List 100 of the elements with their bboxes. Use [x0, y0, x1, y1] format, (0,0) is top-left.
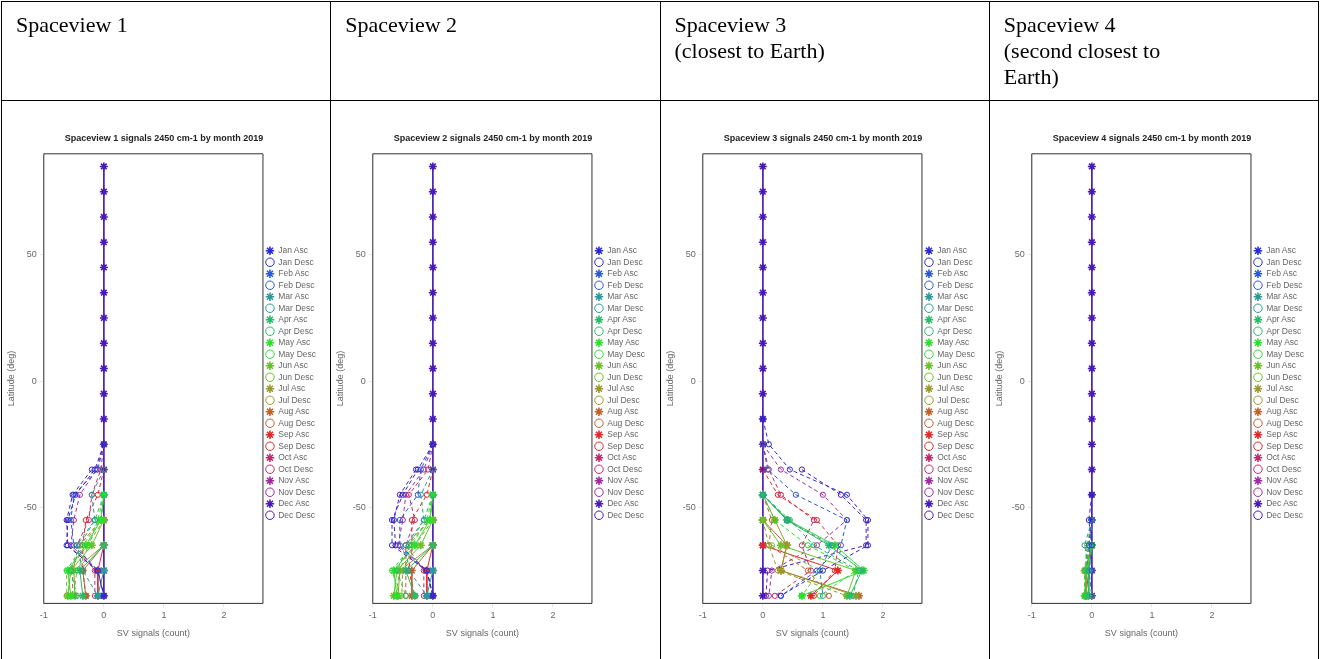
x-tick-label: 0	[759, 610, 765, 621]
legend-label: Jul Asc	[936, 383, 965, 394]
legend-label: Aug Asc	[278, 406, 311, 417]
legend-label: Apr Desc	[936, 325, 973, 336]
y-tick-label: 50	[685, 249, 696, 260]
legend-label: Dec Desc	[936, 509, 975, 520]
legend-label: Apr Asc	[1265, 314, 1296, 325]
legend-label: May Desc	[278, 348, 317, 359]
y-tick-label: -50	[1011, 501, 1025, 512]
legend-label: Aug Desc	[936, 417, 975, 428]
legend-label: May Asc	[936, 337, 970, 348]
legend-label: Dec Asc	[607, 498, 640, 509]
legend-label: Feb Desc	[278, 279, 316, 290]
x-tick-label: 1	[1149, 610, 1155, 621]
legend-label: Jul Desc	[607, 394, 641, 405]
legend-label: Mar Desc	[607, 302, 645, 313]
x-tick-label: -1	[39, 610, 48, 621]
legend-label: Dec Desc	[278, 509, 316, 520]
legend-label: Jan Desc	[1265, 256, 1303, 267]
x-axis-title: SV signals (count)	[775, 628, 849, 639]
legend-label: Feb Asc	[278, 268, 310, 279]
legend-label: May Desc	[607, 348, 646, 359]
legend-label: Jul Desc	[1265, 394, 1300, 405]
legend-label: Sep Desc	[278, 440, 316, 451]
legend-label: Jan Desc	[278, 256, 315, 267]
x-axis-title: SV signals (count)	[116, 628, 190, 639]
legend-label: Jul Asc	[1265, 383, 1294, 394]
legend-label: Oct Desc	[278, 463, 314, 474]
legend-label: Apr Desc	[607, 325, 644, 336]
legend-label: May Desc	[1265, 348, 1305, 359]
legend-label: Mar Desc	[1265, 302, 1304, 313]
x-tick-label: 2	[221, 610, 227, 621]
legend-label: Apr Asc	[936, 314, 967, 325]
x-tick-label: 0	[1089, 610, 1095, 621]
legend-label: Aug Asc	[936, 406, 969, 417]
legend-label: Nov Desc	[1265, 486, 1304, 497]
legend-label: Oct Asc	[1265, 452, 1296, 463]
legend-label: Oct Desc	[936, 463, 973, 474]
x-axis-title: SV signals (count)	[446, 628, 520, 639]
legend-label: Feb Asc	[1265, 268, 1298, 279]
x-tick-label: 0	[101, 610, 107, 621]
legend-label: Oct Desc	[607, 463, 644, 474]
legend-label: Mar Desc	[936, 302, 974, 313]
y-tick-label: 0	[1019, 375, 1025, 386]
legend-label: Jun Asc	[1265, 360, 1297, 371]
x-tick-label: 1	[490, 610, 496, 621]
legend-label: Apr Desc	[278, 325, 314, 336]
text: Spaceview 2	[330, 1, 660, 101]
legend-label: Jun Asc	[278, 360, 309, 371]
chart-title: Spaceview 2 signals 2450 cm-1 by month 2019	[393, 132, 593, 143]
legend-label: Nov Asc	[278, 475, 311, 486]
legend-label: Jan Asc	[936, 245, 968, 256]
legend-label: Jun Asc	[607, 360, 638, 371]
legend-label: Aug Desc	[278, 417, 316, 428]
legend-label: May Desc	[936, 348, 976, 359]
legend-label: Jan Desc	[936, 256, 973, 267]
y-tick-label: -50	[353, 501, 367, 512]
x-tick-label: 0	[430, 610, 436, 621]
legend-label: Oct Asc	[607, 452, 638, 463]
legend-label: Oct Asc	[936, 452, 967, 463]
legend-label: Aug Asc	[1265, 406, 1298, 417]
y-tick-label: -50	[23, 501, 37, 512]
y-tick-label: 50	[26, 249, 37, 260]
y-tick-label: 0	[31, 375, 37, 386]
legend-label: Sep Asc	[278, 429, 311, 440]
y-tick-label: 50	[1014, 249, 1025, 260]
legend-label: Jun Asc	[936, 360, 968, 371]
x-axis-title: SV signals (count)	[1104, 628, 1178, 639]
legend-label: Jul Desc	[278, 394, 312, 405]
legend-label: May Asc	[607, 337, 641, 348]
text: Spaceview 1	[1, 1, 331, 101]
legend-label: Aug Desc	[1265, 417, 1304, 428]
legend-label: Dec Asc	[936, 498, 969, 509]
legend-label: Jul Asc	[607, 383, 636, 394]
chart-title: Spaceview 3 signals 2450 cm-1 by month 2019	[723, 132, 922, 143]
y-axis-title: Latitude (deg)	[335, 350, 346, 407]
legend-label: Feb Asc	[936, 268, 969, 279]
text: Spaceview 3 (closest to Earth)	[660, 1, 990, 101]
legend-label: Sep Desc	[1265, 440, 1304, 451]
legend-label: Mar Asc	[1265, 291, 1298, 302]
legend-label: May Asc	[278, 337, 312, 348]
legend-label: May Asc	[1265, 337, 1299, 348]
x-tick-label: -1	[369, 610, 378, 621]
legend-label: Sep Desc	[607, 440, 646, 451]
legend-label: Jun Desc	[607, 371, 644, 382]
legend-label: Feb Asc	[607, 268, 639, 279]
legend-label: Nov Desc	[607, 486, 646, 497]
legend-label: Jan Desc	[607, 256, 644, 267]
y-tick-label: 0	[361, 375, 367, 386]
text: Spaceview 4 (second closest to Earth)	[989, 1, 1319, 101]
legend-label: Jul Asc	[278, 383, 306, 394]
legend-label: Oct Asc	[278, 452, 309, 463]
legend-label: Sep Asc	[936, 429, 969, 440]
legend-label: Nov Desc	[278, 486, 316, 497]
legend-label: Jan Asc	[607, 245, 638, 256]
x-tick-label: -1	[1027, 610, 1036, 621]
y-axis-title: Latitude (deg)	[664, 350, 675, 407]
y-axis-title: Latitude (deg)	[993, 350, 1004, 407]
legend-label: Nov Asc	[607, 475, 640, 486]
legend-label: Sep Asc	[607, 429, 640, 440]
